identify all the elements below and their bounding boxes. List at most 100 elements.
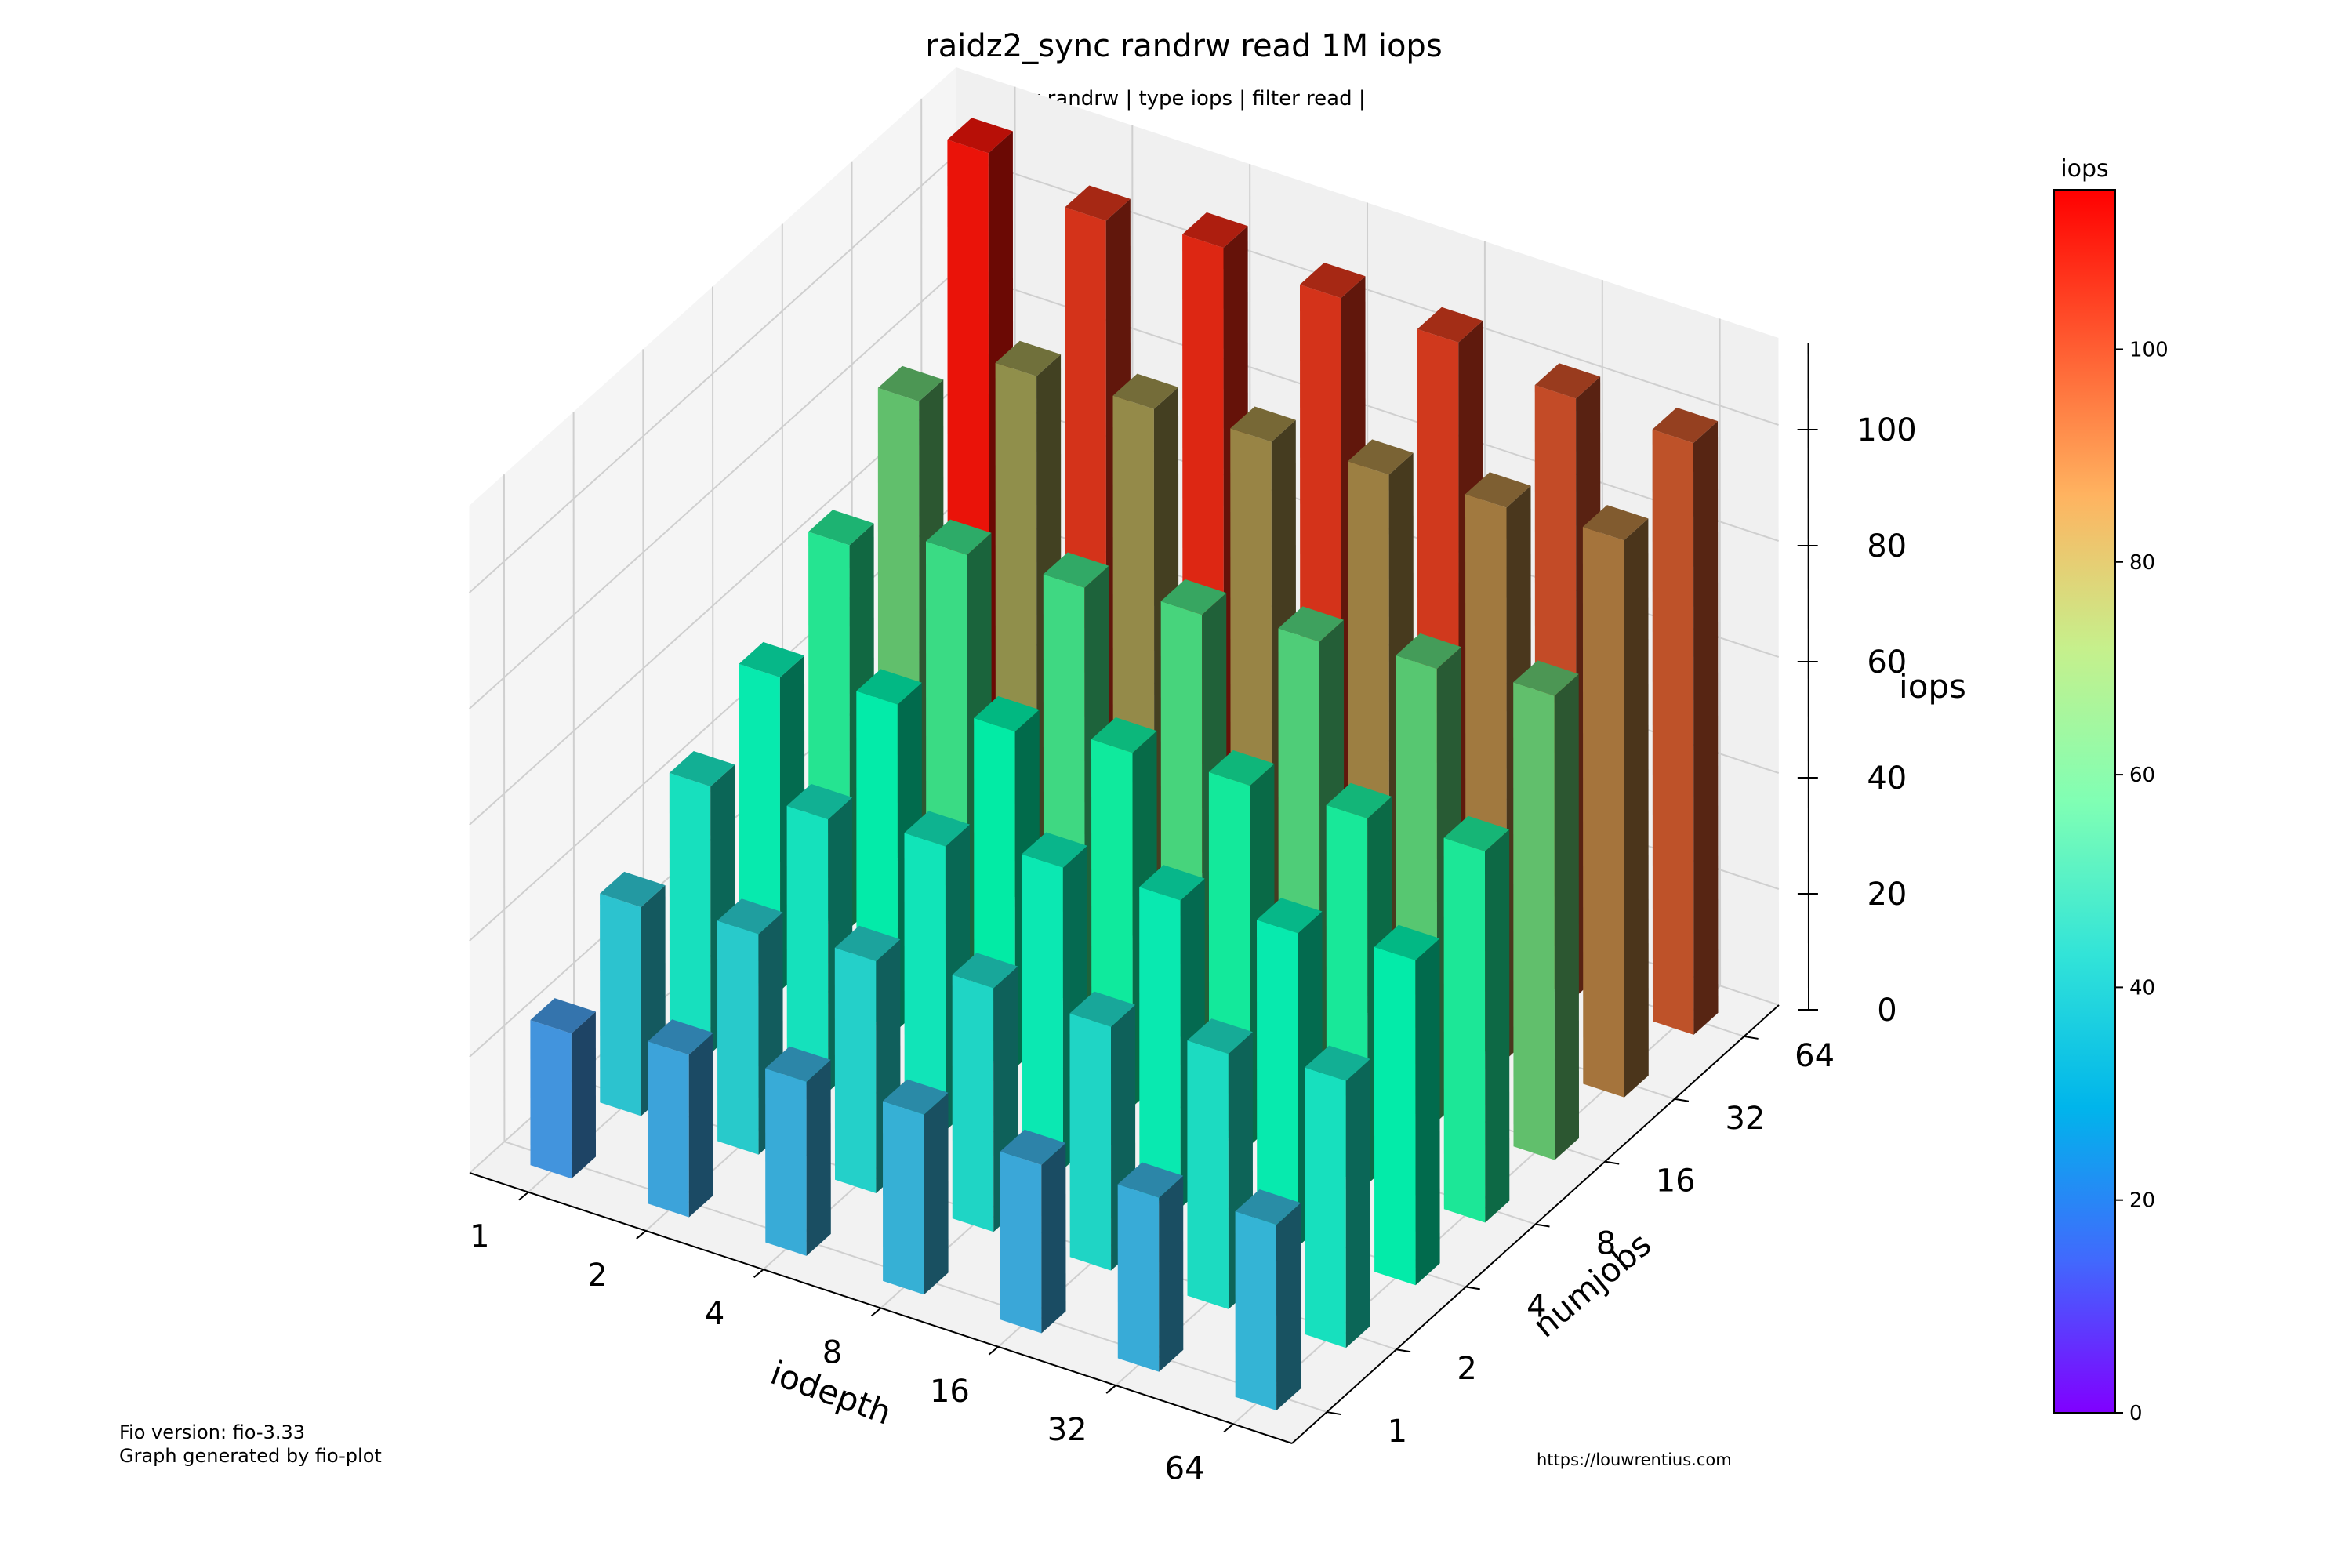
y-tick-label: 64 [1795,1038,1835,1074]
bar-top-face [1348,439,1414,475]
bar-top-face [926,519,992,555]
x-tick-label: 8 [822,1335,842,1371]
bar [1187,1018,1253,1309]
x-tick-label: 2 [587,1258,607,1294]
bar-side-face [1624,518,1649,1098]
bar-top-face [600,871,666,908]
bar-top-face [530,998,596,1034]
bars [530,118,1719,1410]
bar-side-face [924,1092,949,1295]
bar-top-face [1160,579,1227,615]
bar [1374,924,1440,1286]
bar-top-face [1000,1129,1066,1165]
z-tick-label: 80 [1867,528,1907,564]
bar-front-face [648,1041,689,1218]
bar-top-face [1112,373,1178,409]
bar-front-face [834,947,877,1193]
y-tick [1535,1223,1550,1228]
bar [1443,815,1510,1223]
bar-top-face [765,1046,831,1082]
bar-top-face [883,1079,949,1115]
bar-front-face [786,805,829,1092]
y-tick-label: 32 [1725,1101,1765,1137]
z-tick-label: 0 [1877,993,1896,1029]
bar-front-face [883,1101,924,1295]
bar-top-face [1230,406,1296,442]
x-tick [1223,1423,1234,1433]
colorbar-gradient [2053,189,2116,1414]
source-url: https://louwrentius.com [1537,1450,1732,1469]
colorbar-tick-label: 20 [2129,1189,2155,1213]
tick-labels: 1 2 4 8 16 32 64 1 2 4 8 16 32 64 0 20 40 60 80 100 [470,412,1917,1486]
chart-title: raidz2_sync randrw read 1M iops [925,28,1442,64]
bar-front-face [1513,682,1555,1160]
bar-top-face [1300,263,1366,299]
bar-top-face [1278,606,1344,642]
bar-side-face [1554,673,1579,1160]
bar-side-face [1693,421,1719,1035]
bar [648,1019,713,1218]
y-tick [1744,1035,1759,1040]
bar-top-face [1305,1045,1370,1081]
bar-front-face [530,1020,572,1179]
bar-front-face [952,975,994,1232]
bar-front-face [904,833,946,1131]
bar-top-face [1022,832,1087,868]
y-tick-label: 16 [1656,1163,1696,1200]
bar [765,1046,831,1256]
x-tick [870,1307,882,1317]
bar-front-face [717,920,759,1155]
bar-front-face [1235,1211,1277,1410]
z-tick-label: 100 [1857,412,1916,448]
bar-top-face [1065,185,1131,221]
bar [1117,1162,1184,1372]
z-axis-label: iops [1899,667,1966,706]
bar-front-face [1022,854,1063,1170]
y-tick-label: 1 [1388,1414,1407,1450]
bar-top-face [808,510,874,546]
bar-top-face [1326,782,1392,818]
bar-top-face [952,953,1018,989]
colorbar-tick-label: 60 [2129,764,2155,787]
bar [1022,832,1087,1170]
bar-side-face [1276,1203,1301,1410]
bar-front-face [1069,1013,1112,1271]
z-tick-label: 60 [1867,644,1907,681]
bar-side-face [1415,938,1440,1286]
bar [1582,505,1649,1098]
bar-top-face [1257,898,1323,934]
bar-top-face [947,118,1013,154]
bar-front-face [669,772,711,1054]
bar-top-face [1182,212,1248,249]
x-tick [988,1346,999,1356]
bar-top-face [1652,407,1719,444]
x-tick [753,1269,764,1278]
bar-front-face [1582,527,1624,1098]
y-tick [1396,1348,1411,1353]
y-tick [1605,1160,1620,1165]
bar-side-face [1345,1058,1370,1348]
bar-front-face [1443,837,1486,1223]
bar-top-face [1513,660,1579,696]
colorbar-tick-label: 40 [2129,976,2155,1000]
bar-top-face [1187,1018,1253,1054]
bar [1305,1045,1370,1348]
bar-top-face [739,641,804,678]
colorbar-tick-label: 100 [2129,338,2169,361]
bar-side-face [1485,829,1510,1223]
colorbar-tick-label: 0 [2129,1402,2143,1425]
bar-top-face [717,898,783,935]
bar-top-face [1534,363,1601,399]
bar [530,998,596,1179]
x-tick [1105,1385,1116,1394]
y-tick [1327,1411,1341,1416]
bar-top-face [1117,1162,1184,1198]
y-tick-label: 2 [1457,1351,1476,1387]
bar [1652,407,1719,1035]
bar-front-face [1139,887,1181,1208]
bar-top-face [1069,991,1135,1027]
x-tick-label: 1 [470,1219,489,1255]
bar-front-face [600,893,641,1116]
x-tick-label: 32 [1047,1412,1087,1448]
bar-front-face [1117,1184,1160,1372]
